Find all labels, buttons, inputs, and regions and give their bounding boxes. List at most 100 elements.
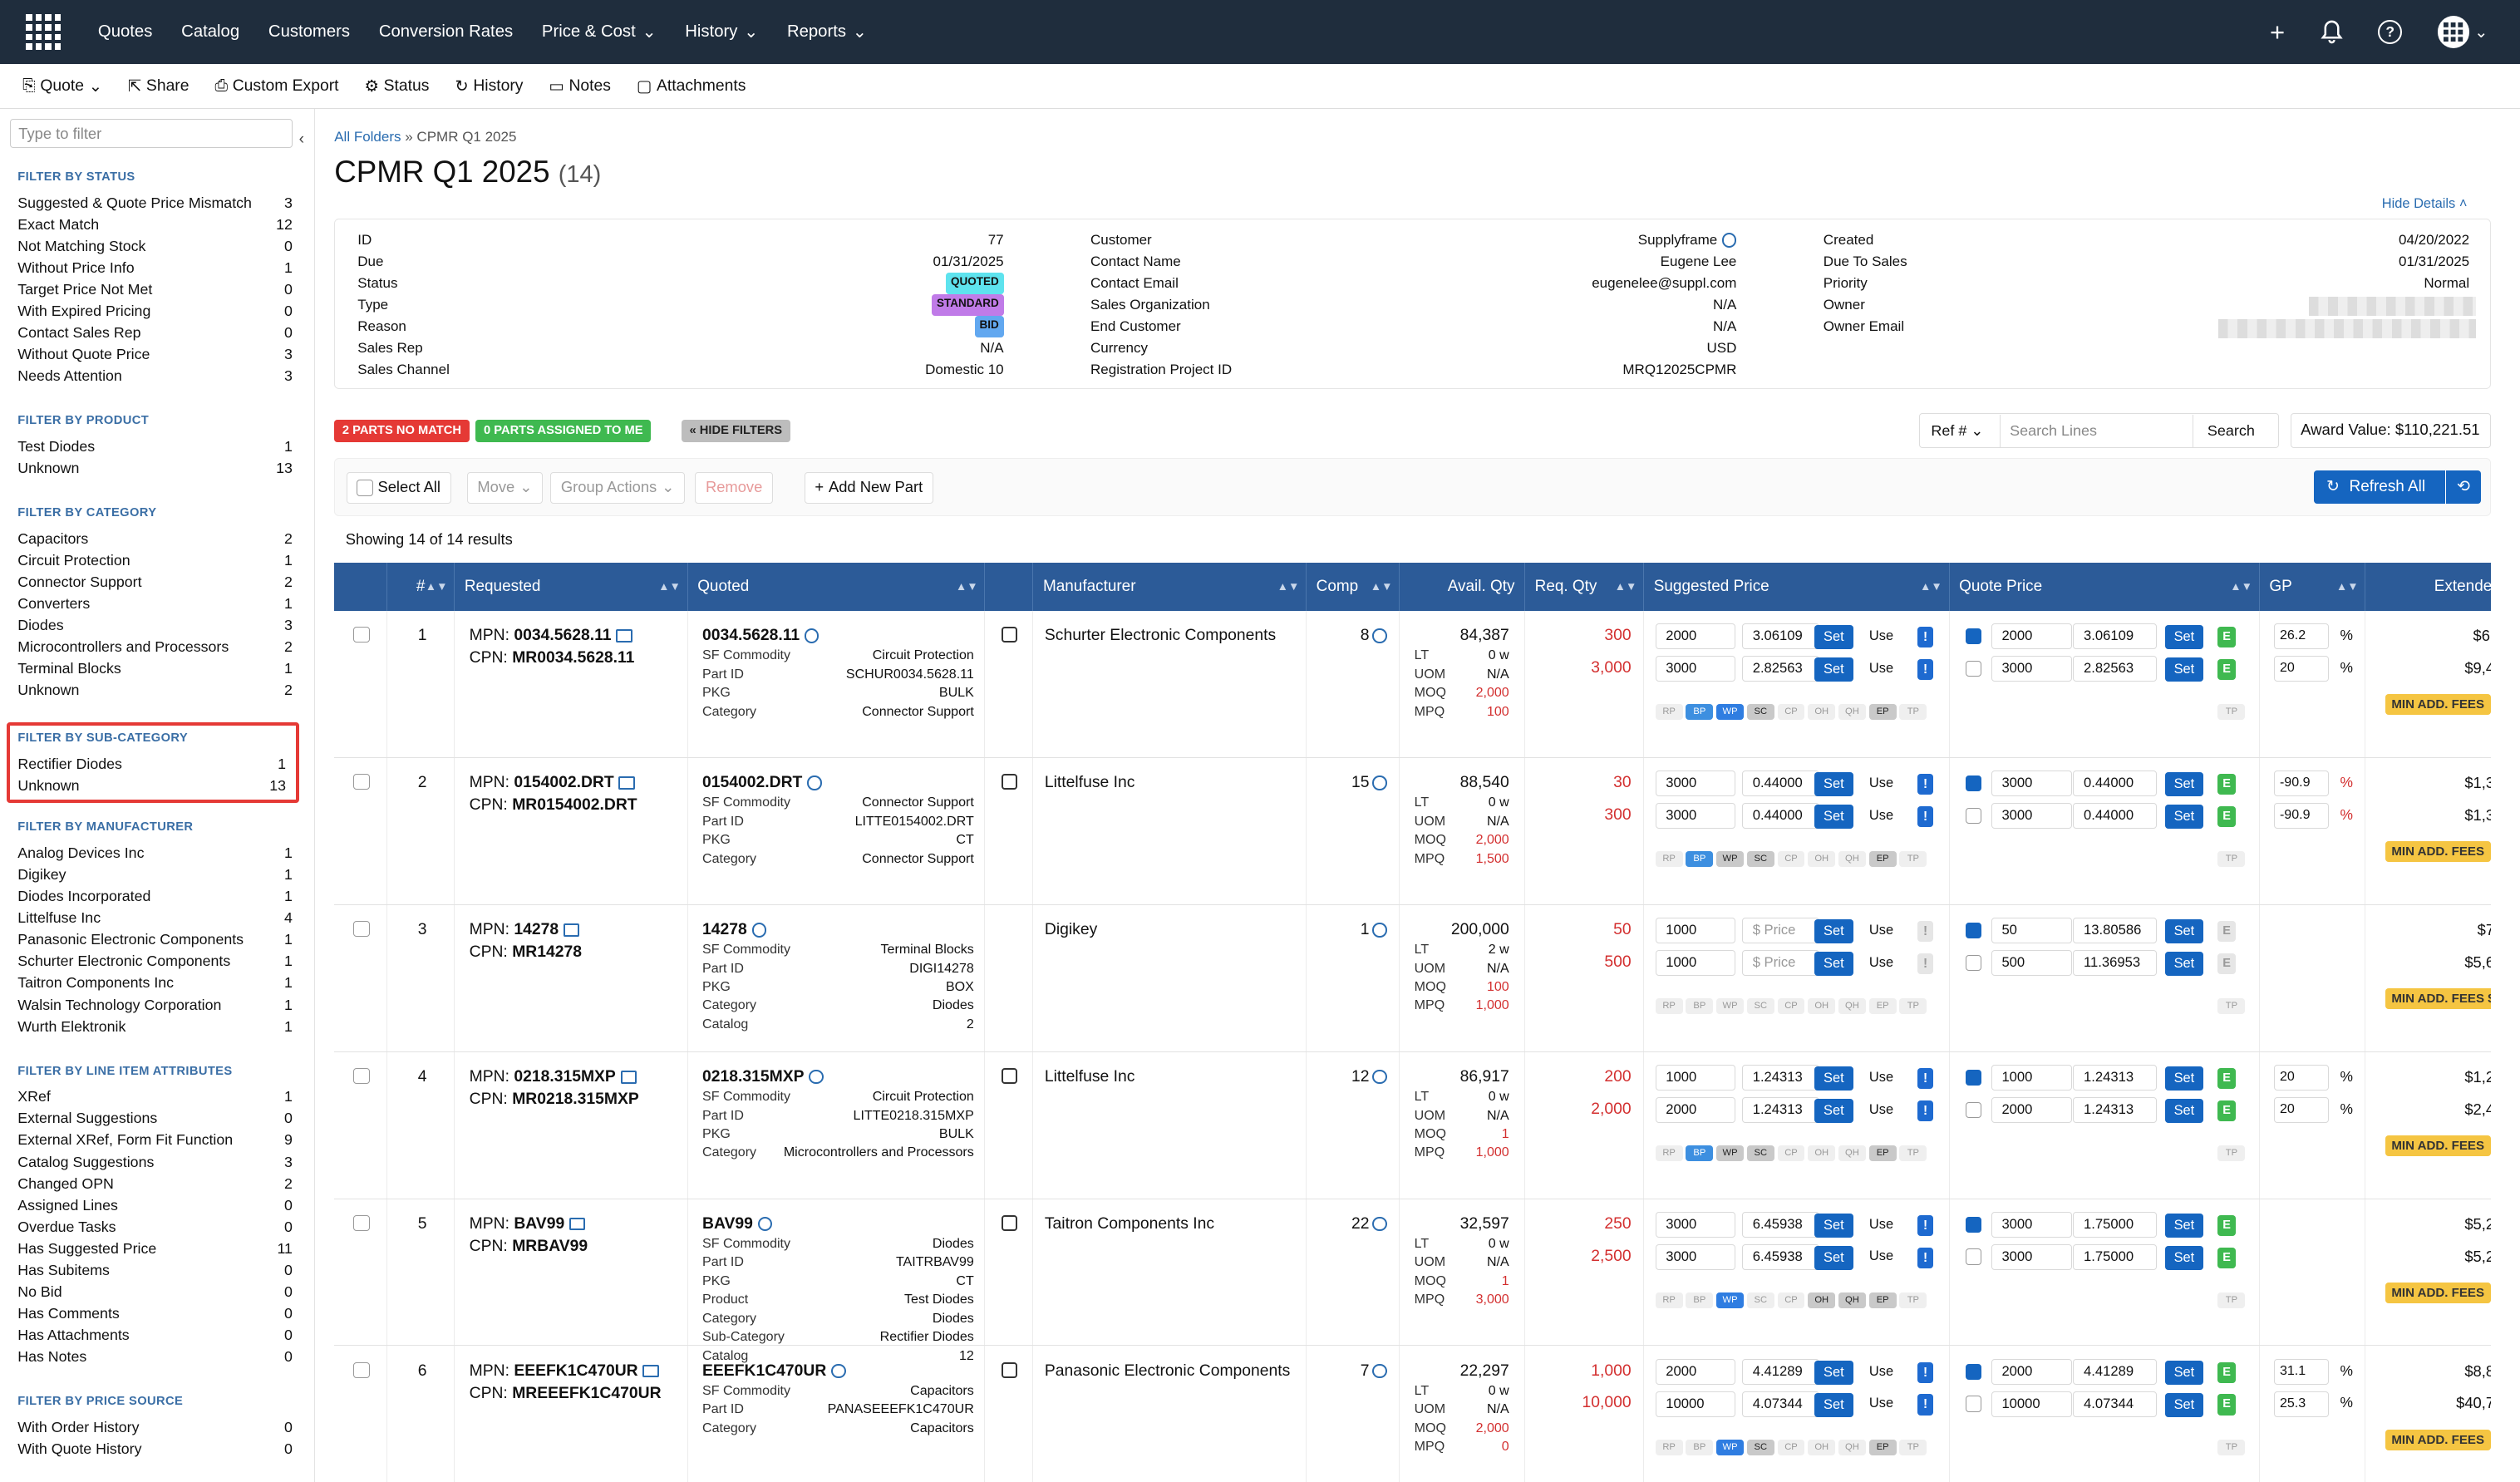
price-source-tag[interactable]: QH xyxy=(1838,850,1866,868)
header-quote-price[interactable]: Quote Price ▲▼ xyxy=(1950,562,2260,611)
gp-input[interactable]: 20 xyxy=(2274,1065,2329,1091)
use-button[interactable]: Use xyxy=(1868,1248,1894,1264)
suggested-qty-input[interactable]: 2000 xyxy=(1655,1096,1736,1123)
quoted-part[interactable]: BAV99 xyxy=(702,1215,773,1233)
nav-history[interactable]: History ⌄ xyxy=(685,22,759,42)
comp-count[interactable]: 7 xyxy=(1307,1362,1387,1381)
price-source-tag[interactable]: BP xyxy=(1686,1439,1714,1455)
edit-flag-icon[interactable]: E xyxy=(2217,920,2236,943)
price-source-tag[interactable]: EP xyxy=(1868,1439,1897,1455)
price-source-tag[interactable]: CP xyxy=(1777,850,1805,868)
quote-qty-input[interactable]: 50 xyxy=(1991,918,2072,944)
price-source-tag[interactable]: EP xyxy=(1868,997,1897,1015)
price-source-tag[interactable]: WP xyxy=(1716,1145,1744,1162)
filter-option[interactable]: Without Price Info 1 xyxy=(10,257,293,278)
price-source-tag[interactable]: BP xyxy=(1686,1145,1714,1162)
breadcrumb-all-folders[interactable]: All Folders xyxy=(334,128,401,145)
quote-price-checkbox[interactable] xyxy=(1965,954,1982,971)
filter-option[interactable]: Unknown 13 xyxy=(10,775,296,796)
quote-price-checkbox[interactable] xyxy=(1965,1069,1982,1086)
use-button[interactable]: Use xyxy=(1868,1069,1894,1085)
filter-option[interactable]: External XRef, Form Fit Function 9 xyxy=(10,1129,293,1150)
filter-option[interactable]: Has Suggested Price 11 xyxy=(10,1238,293,1259)
price-source-tag[interactable]: OH xyxy=(1808,997,1836,1015)
refresh-all-button[interactable]: ↻ Refresh All ⟲ xyxy=(2313,470,2481,505)
nav-quotes[interactable]: Quotes xyxy=(97,22,153,42)
price-source-tag[interactable]: TP xyxy=(1899,1145,1927,1162)
min-fees-badge[interactable]: MIN ADD. FEES $ xyxy=(2385,988,2492,1010)
group-actions-button[interactable]: Group Actions ⌄ xyxy=(550,471,686,505)
suggested-qty-input[interactable]: 1000 xyxy=(1655,949,1736,976)
filter-option[interactable]: Digikey 1 xyxy=(10,864,293,885)
price-source-tag[interactable]: RP xyxy=(1655,1145,1683,1162)
quoted-part[interactable]: 14278 xyxy=(702,921,766,939)
header-avail-qty[interactable]: Avail. Qty xyxy=(1400,562,1526,611)
quote-qty-input[interactable]: 10000 xyxy=(1991,1391,2072,1417)
filter-option[interactable]: Microcontrollers and Processors 2 xyxy=(10,636,293,657)
suggested-price-input[interactable]: 4.41289 xyxy=(1742,1358,1819,1385)
suggested-price-input[interactable]: $ Price xyxy=(1742,918,1819,944)
quote-price-checkbox[interactable] xyxy=(1965,1396,1982,1412)
nav-price-cost[interactable]: Price & Cost ⌄ xyxy=(541,22,657,42)
quote-price-input[interactable]: 0.44000 xyxy=(2073,771,2157,797)
quote-qty-input[interactable]: 2000 xyxy=(1991,1358,2072,1385)
quote-price-checkbox[interactable] xyxy=(1965,775,1982,792)
filter-option[interactable]: Suggested & Quote Price Mismatch 3 xyxy=(10,192,293,214)
filter-option[interactable]: Has Attachments 0 xyxy=(10,1324,293,1346)
header-gp[interactable]: GP ▲▼ xyxy=(2260,562,2366,611)
filter-option[interactable]: No Bid 0 xyxy=(10,1281,293,1302)
xref-icon[interactable] xyxy=(1001,774,1018,790)
filter-option[interactable]: Wurth Elektronik 1 xyxy=(10,1016,293,1037)
quote-price-input[interactable]: 0.44000 xyxy=(2073,802,2157,829)
price-source-tag[interactable]: OH xyxy=(1808,1439,1836,1455)
set-suggested-button[interactable]: Set xyxy=(1814,772,1853,797)
warning-icon[interactable]: ! xyxy=(1917,1247,1934,1268)
filter-option[interactable]: External Suggestions 0 xyxy=(10,1107,293,1129)
price-source-tag[interactable]: RP xyxy=(1655,703,1683,721)
add-new-part-button[interactable]: + Add New Part xyxy=(804,471,933,505)
price-source-tag[interactable]: BP xyxy=(1686,997,1714,1015)
price-source-tag[interactable]: WP xyxy=(1716,1292,1744,1308)
set-suggested-button[interactable]: Set xyxy=(1814,1066,1853,1091)
filter-option[interactable]: Connector Support 2 xyxy=(10,571,293,593)
row-checkbox[interactable] xyxy=(353,1214,370,1232)
price-source-tag[interactable]: BP xyxy=(1686,850,1714,868)
use-button[interactable]: Use xyxy=(1868,1363,1894,1379)
header-req-qty[interactable]: Req. Qty ▲▼ xyxy=(1525,562,1645,611)
comp-count[interactable]: 1 xyxy=(1307,921,1387,939)
attachments-button[interactable]: ▢ Attachments xyxy=(636,76,746,96)
quote-price-checkbox[interactable] xyxy=(1965,1216,1982,1233)
parts-assigned-badge[interactable]: 0 PARTS ASSIGNED TO ME xyxy=(475,419,652,442)
edit-flag-icon[interactable]: E xyxy=(2217,953,2236,974)
suggested-price-input[interactable]: $ Price xyxy=(1742,949,1819,976)
header-suggested-price[interactable]: Suggested Price ▲▼ xyxy=(1644,562,1950,611)
bell-icon[interactable] xyxy=(2320,20,2343,44)
header-quoted[interactable]: Quoted ▲▼ xyxy=(688,562,986,611)
price-source-tag[interactable]: RP xyxy=(1655,850,1683,868)
set-quote-button[interactable]: Set xyxy=(2164,1066,2204,1091)
filter-option[interactable]: With Order History 0 xyxy=(10,1416,293,1438)
filter-option[interactable]: Rectifier Diodes 1 xyxy=(10,753,296,775)
price-source-tag[interactable]: CP xyxy=(1777,1145,1805,1162)
price-source-tag[interactable]: EP xyxy=(1868,850,1897,868)
quote-qty-input[interactable]: 3000 xyxy=(1991,771,2072,797)
price-source-tag[interactable]: TP xyxy=(1899,850,1927,868)
filter-option[interactable]: Catalog Suggestions 3 xyxy=(10,1151,293,1173)
warning-icon[interactable]: ! xyxy=(1917,627,1934,648)
part-info-icon[interactable] xyxy=(804,628,819,643)
gp-input[interactable]: 31.1 xyxy=(2274,1358,2329,1385)
edit-flag-icon[interactable]: E xyxy=(2217,1100,2236,1121)
gp-input[interactable]: 20 xyxy=(2274,1096,2329,1123)
gp-input[interactable]: 20 xyxy=(2274,655,2329,682)
xref-icon[interactable] xyxy=(1001,1067,1018,1085)
edit-flag-icon[interactable]: E xyxy=(2217,1214,2236,1236)
row-checkbox[interactable] xyxy=(353,1067,370,1085)
filter-option[interactable]: Terminal Blocks 1 xyxy=(10,657,293,679)
search-input[interactable]: Search Lines xyxy=(2001,414,2193,447)
nav-customers[interactable]: Customers xyxy=(268,22,351,42)
quote-qty-input[interactable]: 2000 xyxy=(1991,623,2072,650)
folder-icon[interactable] xyxy=(569,1218,586,1231)
set-quote-button[interactable]: Set xyxy=(2164,625,2204,650)
quoted-part[interactable]: EEEFK1C470UR xyxy=(702,1362,846,1381)
edit-flag-icon[interactable]: E xyxy=(2217,1361,2236,1383)
